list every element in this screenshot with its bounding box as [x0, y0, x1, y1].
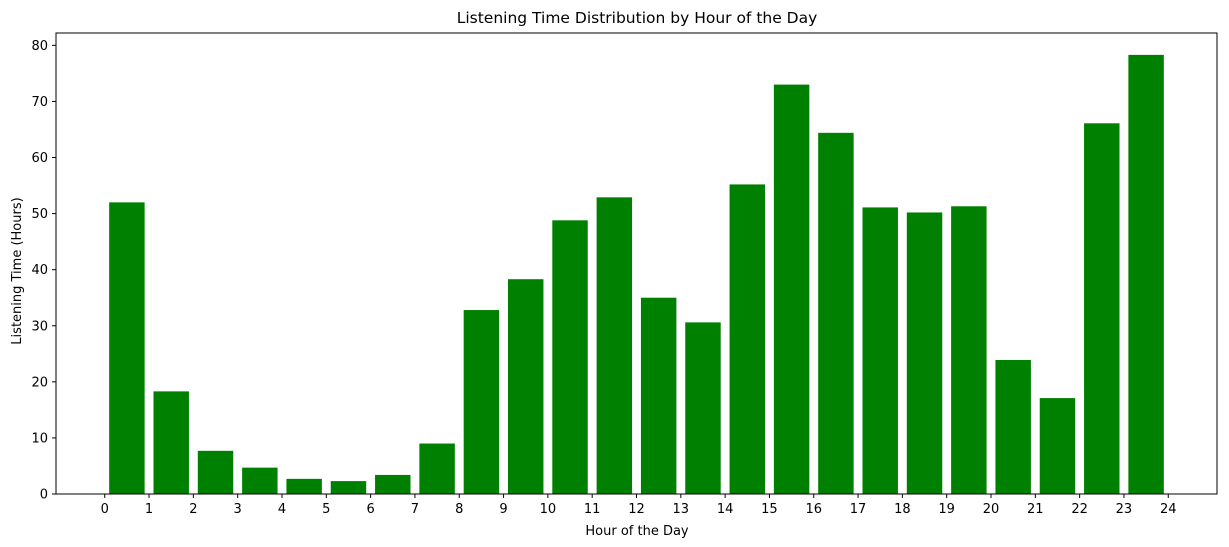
x-tick-label: 18	[894, 502, 911, 517]
bar-hour-22	[1084, 123, 1120, 495]
bar-hour-6	[375, 474, 411, 494]
bar-hour-7	[419, 443, 455, 494]
bar-hour-19	[951, 206, 987, 494]
x-tick-label: 0	[101, 502, 109, 517]
y-tick-label: 30	[31, 319, 48, 334]
y-tick-label: 40	[31, 263, 48, 278]
x-tick-label: 1	[145, 502, 153, 517]
x-tick-label: 20	[983, 502, 1000, 517]
bar-hour-0	[109, 202, 145, 495]
x-tick-label: 7	[411, 502, 419, 517]
x-tick-label: 15	[761, 502, 778, 517]
x-axis-label: Hour of the Day	[585, 524, 689, 539]
bars-group	[109, 54, 1164, 495]
x-tick-label: 19	[938, 502, 955, 517]
bar-hour-23	[1128, 54, 1164, 495]
x-tick-label: 6	[366, 502, 374, 517]
y-tick-label: 0	[40, 488, 48, 503]
x-tick-label: 10	[540, 502, 557, 517]
bar-hour-14	[729, 184, 766, 495]
x-tick-label: 4	[278, 502, 286, 517]
bar-hour-21	[1039, 398, 1076, 494]
x-tick-label: 12	[628, 502, 645, 517]
x-tick-label: 23	[1116, 502, 1133, 517]
y-axis-label: Listening Time (Hours)	[10, 197, 25, 344]
bar-hour-12	[640, 297, 677, 494]
y-tick-label: 20	[31, 375, 48, 390]
x-axis-ticks: 0 1 2 3 4 5 6 7 8 9 10 11 12 13 14 15 16 17 18 19 20 21 22 23 24	[101, 494, 1177, 517]
x-tick-label: 14	[717, 502, 734, 517]
bar-hour-1	[153, 391, 189, 494]
bar-hour-2	[197, 450, 234, 494]
bar-hour-20	[995, 359, 1031, 494]
x-tick-label: 2	[189, 502, 197, 517]
y-tick-label: 70	[31, 95, 48, 110]
bar-hour-4	[286, 478, 322, 494]
bar-hour-8	[463, 310, 500, 494]
x-tick-label: 8	[455, 502, 463, 517]
bar-hour-17	[862, 207, 898, 494]
y-tick-label: 50	[31, 207, 48, 222]
x-tick-label: 22	[1071, 502, 1088, 517]
bar-hour-13	[685, 322, 721, 494]
bar-hour-9	[507, 279, 544, 494]
x-tick-label: 13	[673, 502, 690, 517]
bar-hour-11	[596, 197, 633, 494]
x-tick-label: 3	[234, 502, 242, 517]
x-tick-label: 24	[1160, 502, 1177, 517]
bar-hour-5	[330, 481, 367, 494]
x-tick-label: 16	[805, 502, 822, 517]
bar-hour-3	[242, 467, 278, 494]
y-tick-label: 10	[31, 431, 48, 446]
y-tick-label: 60	[31, 151, 48, 166]
x-tick-label: 11	[584, 502, 601, 517]
y-tick-label: 80	[31, 39, 48, 54]
bar-hour-15	[773, 84, 810, 495]
x-tick-label: 21	[1027, 502, 1044, 517]
y-axis-ticks: 0 10 20 30 40 50 60 70 80	[31, 39, 56, 503]
x-tick-label: 9	[499, 502, 507, 517]
x-tick-label: 17	[850, 502, 867, 517]
bar-hour-10	[552, 220, 588, 495]
bar-hour-16	[818, 132, 854, 494]
x-tick-label: 5	[322, 502, 330, 517]
chart-title: Listening Time Distribution by Hour of t…	[457, 9, 818, 27]
bar-hour-18	[906, 212, 943, 494]
